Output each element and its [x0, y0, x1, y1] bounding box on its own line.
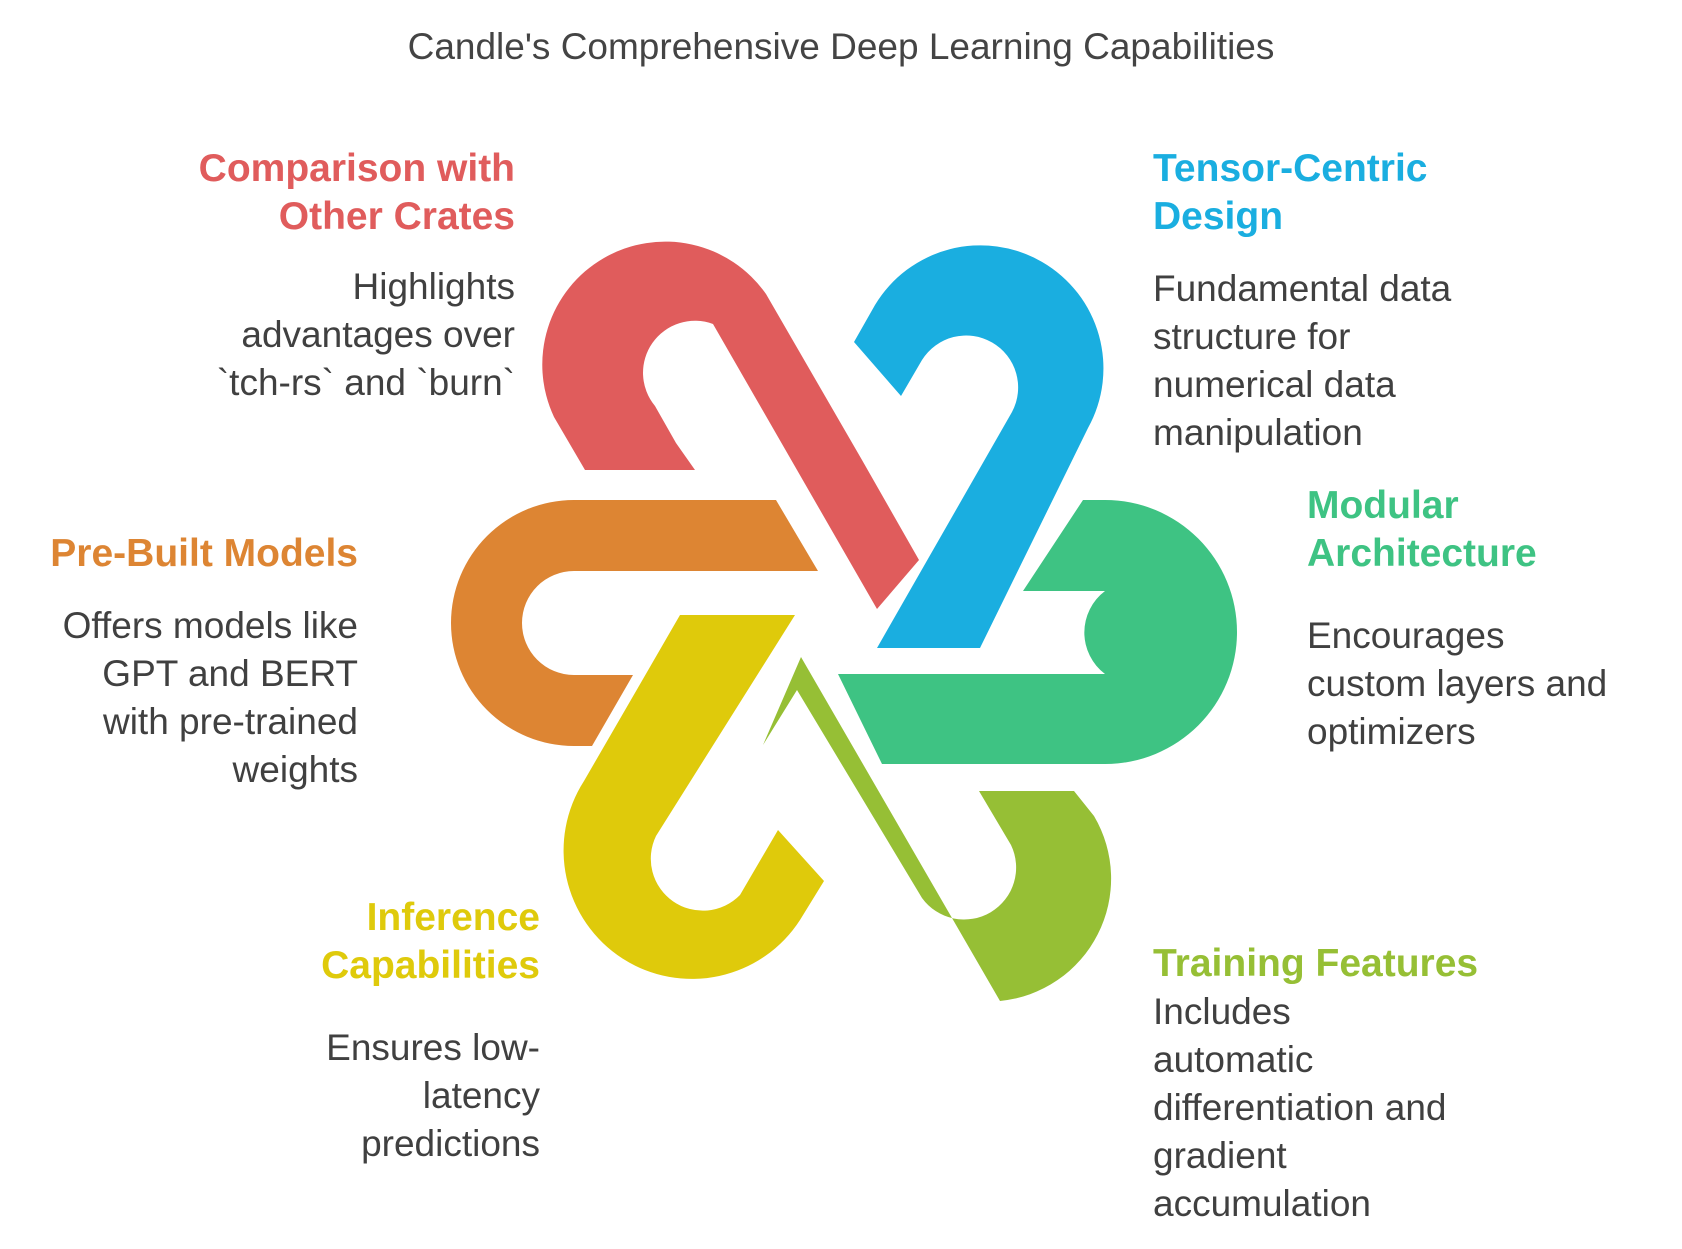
prebuilt-desc-line4: weights [232, 749, 358, 790]
item-comparison: Comparison with Other Crates Highlights … [160, 145, 515, 407]
inference-loop-shape [563, 615, 824, 979]
prebuilt-desc-line2: GPT and BERT [102, 653, 358, 694]
training-heading-line1: Training Features [1153, 942, 1479, 985]
prebuilt-description: Offers models like GPT and BERT with pre… [10, 602, 358, 794]
inference-heading: Inference Capabilities [240, 894, 540, 990]
prebuilt-heading-line1: Pre-Built Models [50, 532, 358, 575]
prebuilt-desc-line3: with pre-trained [102, 701, 358, 742]
comparison-description: Highlights advantages over `tch-rs` and … [160, 263, 515, 407]
tensor-desc-line1: Fundamental data [1153, 268, 1452, 309]
training-desc-line3: differentiation and [1153, 1087, 1447, 1128]
tensor-desc-line3: numerical data [1153, 364, 1396, 405]
comparison-heading: Comparison with Other Crates [160, 145, 515, 241]
item-prebuilt: Pre-Built Models Offers models like GPT … [10, 530, 358, 794]
comparison-desc-line3: `tch-rs` and `burn` [216, 362, 515, 403]
modular-loop-shape [838, 500, 1237, 764]
training-description: Includes automatic differentiation and g… [1153, 988, 1553, 1228]
tensor-heading: Tensor-Centric Design [1153, 145, 1533, 241]
comparison-loop-shape [542, 241, 919, 609]
prebuilt-desc-line1: Offers models like [62, 605, 358, 646]
comparison-heading-line2: Other Crates [278, 195, 515, 238]
item-tensor: Tensor-Centric Design Fundamental data s… [1153, 145, 1533, 457]
tensor-desc-line4: manipulation [1153, 412, 1363, 453]
training-desc-line4: gradient [1153, 1135, 1287, 1176]
training-heading: Training Features [1153, 940, 1553, 988]
modular-heading-line1: Modular [1307, 484, 1459, 527]
modular-desc-line3: optimizers [1307, 711, 1476, 752]
modular-description: Encourages custom layers and optimizers [1307, 612, 1667, 756]
training-desc-line2: automatic [1153, 1039, 1314, 1080]
modular-heading-line2: Architecture [1307, 532, 1537, 575]
prebuilt-heading: Pre-Built Models [10, 530, 358, 578]
tensor-desc-line2: structure for [1153, 316, 1351, 357]
comparison-desc-line2: advantages over [241, 314, 515, 355]
tensor-description: Fundamental data structure for numerical… [1153, 265, 1533, 457]
inference-desc-line1: Ensures low- [326, 1027, 540, 1068]
training-desc-line1: Includes [1153, 991, 1291, 1032]
tensor-heading-line2: Design [1153, 195, 1284, 238]
tensor-loop-shape [854, 245, 1104, 648]
item-modular: Modular Architecture Encourages custom l… [1307, 482, 1667, 756]
inference-desc-line2: latency [422, 1075, 540, 1116]
item-inference: Inference Capabilities Ensures low- late… [240, 894, 540, 1168]
comparison-desc-line1: Highlights [352, 266, 515, 307]
diagram-title: Candle's Comprehensive Deep Learning Cap… [407, 26, 1275, 67]
comparison-heading-line1: Comparison with [198, 147, 515, 190]
training-desc-line5: accumulation [1153, 1183, 1372, 1224]
inference-heading-line2: Capabilities [321, 944, 540, 987]
prebuilt-loop-shape [451, 500, 818, 746]
inference-heading-line1: Inference [366, 896, 540, 939]
modular-desc-line2: custom layers and [1307, 663, 1608, 704]
modular-heading: Modular Architecture [1307, 482, 1667, 578]
inference-desc-line3: predictions [361, 1123, 540, 1164]
tensor-heading-line1: Tensor-Centric [1153, 147, 1428, 190]
inference-description: Ensures low- latency predictions [240, 1024, 540, 1168]
item-training: Training Features Includes automatic dif… [1153, 940, 1553, 1228]
training-loop-shape [763, 657, 1112, 1001]
modular-desc-line1: Encourages [1307, 615, 1505, 656]
